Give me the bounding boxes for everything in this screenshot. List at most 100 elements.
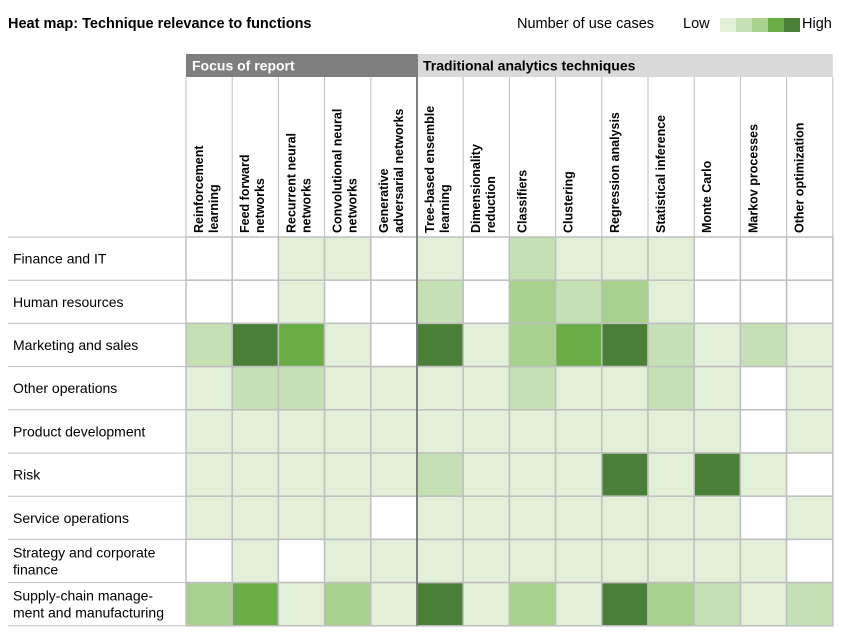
heatmap-cell bbox=[554, 236, 603, 281]
column-group-label: Focus of report bbox=[192, 58, 295, 74]
heatmap-cell bbox=[785, 495, 834, 541]
heatmap-cell bbox=[277, 236, 326, 281]
heatmap-cell bbox=[323, 538, 372, 584]
heatmap-cell bbox=[277, 538, 326, 584]
heatmap-cell bbox=[601, 409, 649, 454]
row-label: Other operations bbox=[13, 380, 117, 396]
heatmap-cell bbox=[508, 495, 557, 541]
heatmap-cell bbox=[785, 365, 834, 411]
legend-swatch bbox=[752, 18, 768, 32]
heatmap-cell bbox=[554, 452, 603, 497]
heatmap-cell bbox=[739, 365, 788, 411]
heatmap-cell bbox=[370, 279, 418, 325]
heatmap-cell bbox=[416, 538, 464, 584]
heatmap-cell bbox=[185, 452, 233, 497]
heatmap-cell bbox=[508, 452, 557, 497]
heatmap-cell bbox=[277, 452, 326, 497]
heatmap-cell bbox=[462, 365, 511, 411]
heatmap-cell bbox=[601, 279, 649, 325]
column-label: Other optimization bbox=[793, 123, 807, 233]
heatmap-cell bbox=[185, 236, 233, 281]
heatmap-cell bbox=[416, 409, 464, 454]
heatmap-cell bbox=[508, 322, 557, 368]
heatmap-cell bbox=[416, 581, 464, 627]
heatmap-cell bbox=[231, 365, 280, 411]
heatmap-cell bbox=[785, 538, 834, 584]
column-label: Reinforcement bbox=[192, 145, 206, 233]
heatmap-cell bbox=[185, 409, 233, 454]
heatmap-cell bbox=[323, 495, 372, 541]
heatmap-cell bbox=[693, 236, 742, 281]
legend-color-scale bbox=[720, 18, 800, 32]
column-label: Regression analysis bbox=[608, 112, 622, 233]
column-group-band bbox=[186, 54, 417, 77]
heatmap-cell bbox=[785, 279, 834, 325]
heatmap-cell bbox=[693, 365, 742, 411]
heatmap-cell bbox=[693, 538, 742, 584]
heatmap-cell bbox=[231, 279, 280, 325]
row-label: Strategy and corporate bbox=[13, 545, 156, 561]
heatmap-cell bbox=[416, 365, 464, 411]
heatmap-cell bbox=[462, 538, 511, 584]
heatmap-cell bbox=[370, 236, 418, 281]
heatmap-cell bbox=[462, 322, 511, 368]
heatmap-cell bbox=[601, 365, 649, 411]
row-label: Service operations bbox=[13, 510, 129, 526]
heatmap-cell bbox=[323, 322, 372, 368]
row-label: Marketing and sales bbox=[13, 337, 138, 353]
heatmap-cell bbox=[185, 279, 233, 325]
row-label: Product development bbox=[13, 423, 145, 439]
column-label: adversarial networks bbox=[392, 109, 406, 233]
heatmap-cell bbox=[323, 365, 372, 411]
heatmap-cell bbox=[323, 409, 372, 454]
heatmap-cell bbox=[601, 581, 649, 627]
legend-swatch bbox=[736, 18, 752, 32]
column-label: Classifiers bbox=[515, 170, 529, 233]
row-label: Human resources bbox=[13, 294, 124, 310]
column-label: Convolutional neural bbox=[331, 109, 345, 233]
heatmap-cell bbox=[739, 495, 788, 541]
legend-title: Number of use cases bbox=[517, 16, 655, 32]
heatmap-cell bbox=[277, 365, 326, 411]
heatmap-cell bbox=[231, 495, 280, 541]
heatmap-cell bbox=[554, 279, 603, 325]
heatmap-cell bbox=[370, 322, 418, 368]
heatmap-cell bbox=[601, 236, 649, 281]
heatmap-cell bbox=[323, 452, 372, 497]
heatmap-cell bbox=[647, 495, 695, 541]
heatmap-cell bbox=[462, 279, 511, 325]
legend-swatch bbox=[720, 18, 736, 32]
heatmap-cell bbox=[370, 409, 418, 454]
row-label: Finance and IT bbox=[13, 251, 107, 267]
heatmap-cell bbox=[739, 236, 788, 281]
column-label: Markov processes bbox=[746, 124, 760, 233]
heatmap-cell bbox=[370, 538, 418, 584]
heatmap-cell bbox=[277, 322, 326, 368]
heatmap-cell bbox=[739, 538, 788, 584]
column-label: Monte Carlo bbox=[700, 160, 714, 233]
heatmap-cell bbox=[231, 322, 280, 368]
legend-swatch bbox=[768, 18, 784, 32]
column-label: networks bbox=[346, 178, 360, 233]
heatmap-cell bbox=[277, 409, 326, 454]
heatmap-cell bbox=[739, 322, 788, 368]
heatmap-cell bbox=[693, 452, 742, 497]
heatmap-cell bbox=[785, 322, 834, 368]
heatmap-cell bbox=[739, 409, 788, 454]
heatmap-cell bbox=[554, 495, 603, 541]
heatmap-cell bbox=[462, 409, 511, 454]
heatmap-cell bbox=[693, 322, 742, 368]
heatmap-cell bbox=[693, 279, 742, 325]
column-group-band bbox=[417, 54, 833, 77]
column-label: learning bbox=[207, 184, 221, 233]
heatmap-cell bbox=[231, 581, 280, 627]
heatmap-cell bbox=[185, 538, 233, 584]
column-label: reduction bbox=[484, 176, 498, 233]
heatmap-cell bbox=[739, 452, 788, 497]
heatmap-cell bbox=[231, 236, 280, 281]
heatmap-cell bbox=[416, 236, 464, 281]
column-label: networks bbox=[299, 178, 313, 233]
heatmap-cell bbox=[508, 279, 557, 325]
heatmap-cell bbox=[231, 452, 280, 497]
heatmap-cell bbox=[647, 322, 695, 368]
